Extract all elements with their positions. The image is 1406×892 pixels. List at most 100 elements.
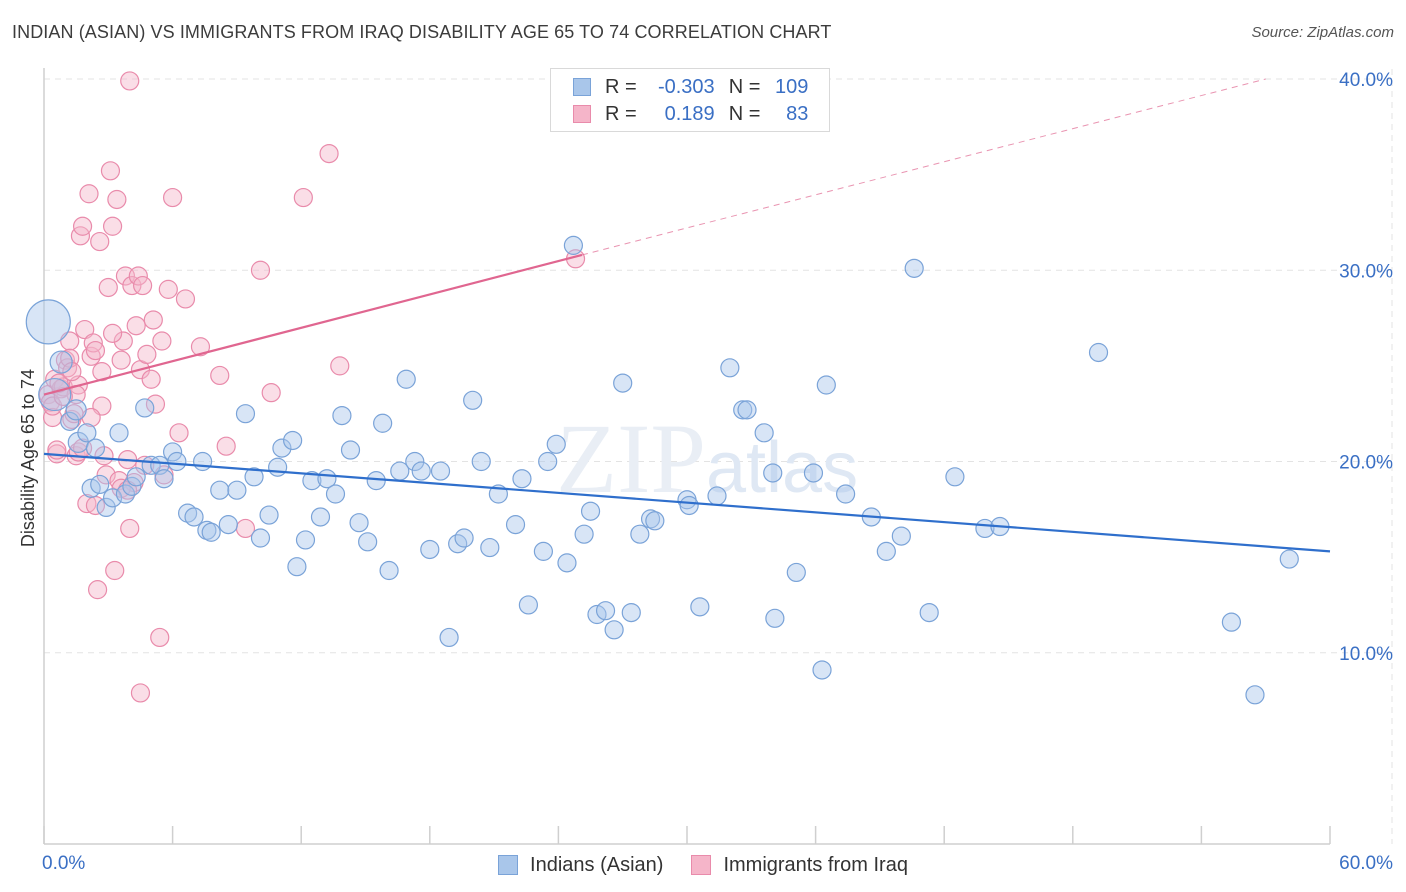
data-point <box>190 337 211 357</box>
data-point <box>98 277 118 298</box>
data-point <box>90 474 110 495</box>
data-point <box>518 595 538 615</box>
data-point <box>720 358 740 378</box>
data-point <box>707 486 727 506</box>
data-point <box>295 530 316 550</box>
iraq-points <box>38 71 586 703</box>
data-point <box>244 467 264 487</box>
data-point <box>259 505 279 525</box>
data-point <box>546 434 566 454</box>
data-point <box>107 189 127 210</box>
data-point <box>379 560 399 581</box>
data-point <box>803 463 824 483</box>
data-point <box>115 484 136 504</box>
legend-r-value: 0.189 <box>664 102 715 125</box>
data-point <box>283 430 303 451</box>
data-point <box>358 532 378 552</box>
data-point <box>595 601 616 621</box>
data-point <box>319 143 339 164</box>
data-point <box>141 369 161 389</box>
data-point <box>126 316 146 336</box>
data-point <box>645 511 665 531</box>
data-point <box>538 451 558 472</box>
data-point <box>574 524 594 544</box>
data-point <box>150 627 170 648</box>
data-point <box>163 187 183 208</box>
data-point <box>480 537 500 558</box>
legend-label-indians: Indians (Asian) <box>530 853 664 876</box>
data-point <box>604 620 624 640</box>
data-point <box>235 404 256 424</box>
data-point <box>77 423 97 443</box>
data-point <box>105 560 125 581</box>
data-point <box>72 216 93 236</box>
legend-r-value: -0.303 <box>657 75 715 98</box>
data-point <box>580 501 601 521</box>
data-point <box>102 216 123 236</box>
x-tick-labels: 0.0% 60.0% <box>42 853 1393 874</box>
series-legend: Indians (Asian) Immigrants from Iraq <box>0 852 1406 878</box>
data-point <box>65 399 87 421</box>
data-point <box>373 413 393 433</box>
data-point <box>430 461 451 481</box>
chart-title: INDIAN (ASIAN) VS IMMIGRANTS FROM IRAQ D… <box>12 22 832 42</box>
trend-lines <box>43 78 1331 553</box>
data-point <box>812 660 832 680</box>
y-axis-label: Disability Age 65 to 74 <box>18 369 38 547</box>
legend-item-indians[interactable]: Indians (Asian) <box>498 854 663 877</box>
data-point <box>250 528 271 548</box>
legend-row-iraq: R = 0.189 N = 83 <box>573 101 808 127</box>
data-point <box>268 457 288 477</box>
data-point <box>132 275 153 296</box>
data-point <box>876 541 896 561</box>
data-point <box>218 515 238 535</box>
source-label: Source: ZipAtlas.com <box>1251 24 1394 41</box>
data-point <box>261 383 281 403</box>
data-point <box>505 515 526 535</box>
data-point <box>49 350 73 374</box>
data-point <box>167 451 187 472</box>
legend-row-indians: R = -0.303 N = 109 <box>573 74 808 100</box>
legend-n-value: 83 <box>786 102 809 125</box>
data-point <box>471 451 491 472</box>
data-point <box>340 440 361 460</box>
data-point <box>75 319 95 340</box>
watermark: ZIPatlas <box>556 403 858 514</box>
correlation-legend: R = -0.303 N = 109 R = 0.189 N = 83 <box>550 68 830 132</box>
data-point <box>765 608 785 628</box>
data-point <box>272 438 292 458</box>
y-tick-label: 10.0% <box>1339 644 1393 665</box>
data-point <box>38 377 72 412</box>
data-point <box>120 71 140 91</box>
data-point <box>102 323 123 343</box>
data-point <box>679 495 699 516</box>
data-point <box>216 436 236 456</box>
x-tick-label: 0.0% <box>42 853 85 874</box>
x-tick-label: 60.0% <box>1339 853 1393 874</box>
data-point <box>733 400 753 420</box>
data-point <box>836 484 856 504</box>
data-point <box>83 333 103 353</box>
data-point <box>690 597 710 617</box>
data-point <box>310 507 331 527</box>
data-point <box>163 442 183 462</box>
data-point <box>945 467 965 487</box>
pink-swatch <box>573 105 591 123</box>
trend-line-indians <box>43 452 1331 553</box>
data-point <box>60 411 80 431</box>
data-point <box>512 469 532 489</box>
data-point <box>332 406 352 426</box>
pink-swatch <box>691 855 712 875</box>
data-point <box>113 331 133 351</box>
data-point <box>302 471 322 491</box>
data-point <box>169 423 189 443</box>
data-point <box>1221 612 1242 632</box>
data-point <box>135 398 155 418</box>
legend-item-iraq[interactable]: Immigrants from Iraq <box>691 854 908 877</box>
data-point <box>201 522 221 542</box>
data-point <box>1245 685 1265 705</box>
data-point <box>396 369 416 389</box>
data-point <box>891 526 911 546</box>
data-point <box>126 467 146 487</box>
